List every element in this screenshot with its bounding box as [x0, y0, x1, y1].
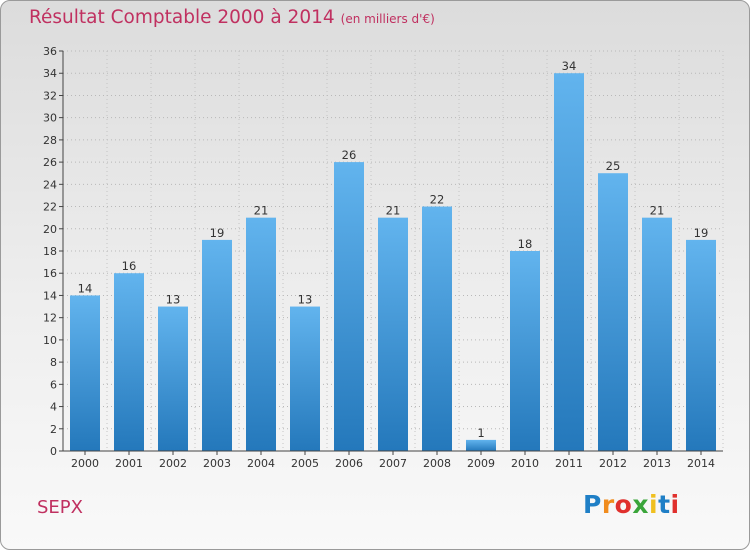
x-tick-label: 2002 [159, 457, 187, 470]
bar-2013 [642, 217, 672, 451]
y-tick-label: 14 [43, 289, 57, 302]
x-tick-label: 2008 [423, 457, 451, 470]
y-tick-label: 28 [43, 134, 57, 147]
bar-2007 [378, 217, 408, 451]
x-tick-label: 2003 [203, 457, 231, 470]
bar-2011 [554, 73, 584, 451]
bar-2000 [70, 295, 100, 451]
logo-letter: P [583, 490, 602, 519]
y-tick-label: 10 [43, 334, 57, 347]
y-tick-label: 4 [50, 401, 57, 414]
x-tick-label: 2010 [511, 457, 539, 470]
bar-2006 [334, 162, 364, 451]
x-tick-label: 2000 [71, 457, 99, 470]
value-label: 21 [386, 204, 401, 218]
bar-2012 [598, 173, 628, 451]
logo-letter: i [649, 490, 659, 519]
bar-2002 [158, 306, 188, 451]
y-tick-label: 16 [43, 267, 57, 280]
bar-2009 [466, 439, 496, 451]
bar-2003 [202, 239, 232, 451]
grid [62, 50, 724, 452]
bar-2004 [246, 217, 276, 451]
value-label: 22 [430, 193, 445, 207]
x-tick-label: 2005 [291, 457, 319, 470]
value-label: 1 [477, 426, 484, 440]
value-label: 13 [298, 293, 313, 307]
y-tick-label: 24 [43, 178, 57, 191]
bar-2005 [290, 306, 320, 451]
y-tick-label: 36 [43, 45, 57, 58]
x-tick-label: 2014 [687, 457, 715, 470]
logo-letter: r [601, 490, 615, 519]
chart-unit: (en milliers d'€) [340, 12, 435, 26]
value-label: 19 [694, 226, 709, 240]
y-tick-label: 26 [43, 156, 57, 169]
x-tick-label: 2013 [643, 457, 671, 470]
logo-letter: t [658, 490, 671, 519]
chart-title-text: Résultat Comptable 2000 à 2014 [29, 7, 335, 28]
value-label: 21 [254, 204, 269, 218]
x-tick-label: 2004 [247, 457, 275, 470]
logo-letter: x [632, 490, 649, 519]
bar-2014 [686, 239, 716, 451]
value-label: 19 [210, 226, 225, 240]
bar-2008 [422, 206, 452, 451]
value-label: 14 [78, 281, 93, 295]
chart-title: Résultat Comptable 2000 à 2014 (en millie… [29, 7, 435, 28]
y-tick-label: 6 [50, 378, 57, 391]
y-tick-label: 30 [43, 112, 57, 125]
value-label: 18 [518, 237, 533, 251]
y-tick-label: 2 [50, 423, 57, 436]
y-tick-label: 8 [50, 356, 57, 369]
x-tick-label: 2011 [555, 457, 583, 470]
logo-letter: o [614, 490, 633, 519]
value-label: 21 [650, 204, 665, 218]
value-label: 25 [606, 159, 621, 173]
value-label: 13 [166, 293, 181, 307]
y-tick-label: 0 [50, 445, 57, 458]
bar-2001 [114, 273, 144, 451]
proxiti-logo: Proxiti [583, 490, 680, 519]
logo-letter: i [670, 490, 680, 519]
value-label: 34 [562, 59, 577, 73]
bars: 14 16 13 19 21 13 26 21 22 1 18 34 25 21 19 [70, 59, 716, 451]
y-tick-label: 32 [43, 89, 57, 102]
y-tick-label: 12 [43, 312, 57, 325]
y-tick-label: 20 [43, 223, 57, 236]
y-tick-label: 18 [43, 245, 57, 258]
x-tick-label: 2009 [467, 457, 495, 470]
value-label: 26 [342, 148, 357, 162]
x-tick-label: 2012 [599, 457, 627, 470]
x-tick-label: 2007 [379, 457, 407, 470]
y-tick-label: 22 [43, 201, 57, 214]
commune-name: SEPX [37, 497, 83, 518]
y-tick-label: 34 [43, 67, 57, 80]
value-label: 16 [122, 259, 137, 273]
x-tick-label: 2006 [335, 457, 363, 470]
x-tick-label: 2001 [115, 457, 143, 470]
bar-2010 [510, 251, 540, 451]
